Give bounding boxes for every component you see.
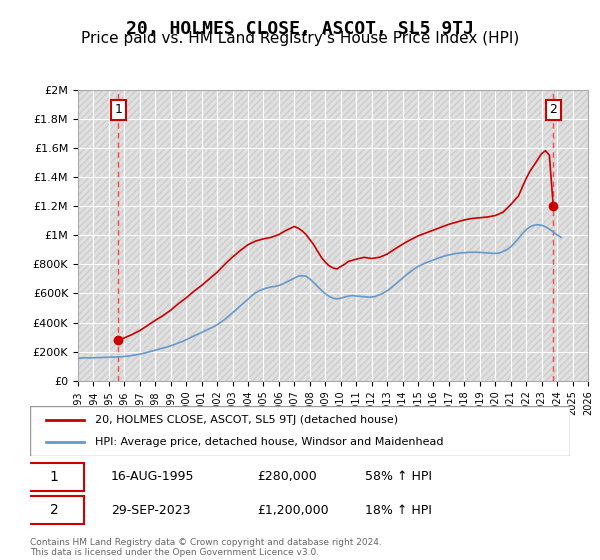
Text: 58% ↑ HPI: 58% ↑ HPI: [365, 470, 432, 483]
FancyBboxPatch shape: [25, 496, 84, 524]
Text: 29-SEP-2023: 29-SEP-2023: [111, 504, 191, 517]
Text: 20, HOLMES CLOSE, ASCOT, SL5 9TJ: 20, HOLMES CLOSE, ASCOT, SL5 9TJ: [126, 20, 474, 38]
Text: 2: 2: [50, 503, 59, 517]
FancyBboxPatch shape: [30, 406, 570, 456]
Text: 1: 1: [115, 104, 122, 116]
Text: Price paid vs. HM Land Registry's House Price Index (HPI): Price paid vs. HM Land Registry's House …: [81, 31, 519, 46]
Text: HPI: Average price, detached house, Windsor and Maidenhead: HPI: Average price, detached house, Wind…: [95, 437, 443, 447]
Text: 2: 2: [549, 104, 557, 116]
FancyBboxPatch shape: [25, 463, 84, 491]
Text: 16-AUG-1995: 16-AUG-1995: [111, 470, 194, 483]
Text: 18% ↑ HPI: 18% ↑ HPI: [365, 504, 431, 517]
Text: Contains HM Land Registry data © Crown copyright and database right 2024.
This d: Contains HM Land Registry data © Crown c…: [30, 538, 382, 557]
Text: £1,200,000: £1,200,000: [257, 504, 328, 517]
Text: £280,000: £280,000: [257, 470, 317, 483]
Text: 1: 1: [50, 470, 59, 484]
Text: 20, HOLMES CLOSE, ASCOT, SL5 9TJ (detached house): 20, HOLMES CLOSE, ASCOT, SL5 9TJ (detach…: [95, 415, 398, 425]
